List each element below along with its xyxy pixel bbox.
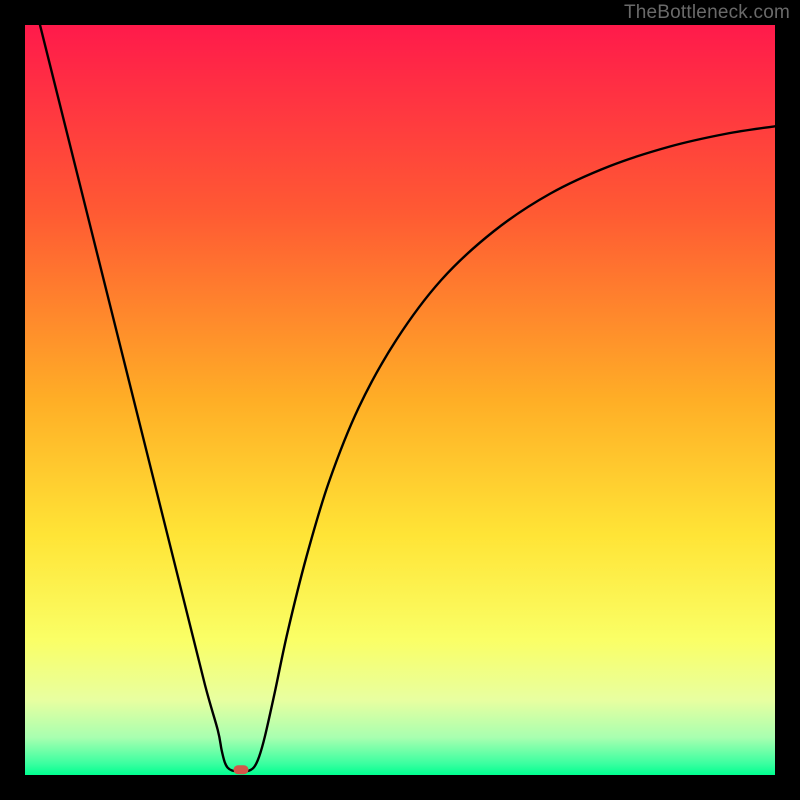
gradient-background xyxy=(25,25,775,775)
watermark-text: TheBottleneck.com xyxy=(624,2,790,24)
chart-svg xyxy=(25,25,775,775)
figure-root: TheBottleneck.com xyxy=(0,0,800,800)
plot-area xyxy=(25,25,775,775)
optimal-marker xyxy=(234,765,249,774)
